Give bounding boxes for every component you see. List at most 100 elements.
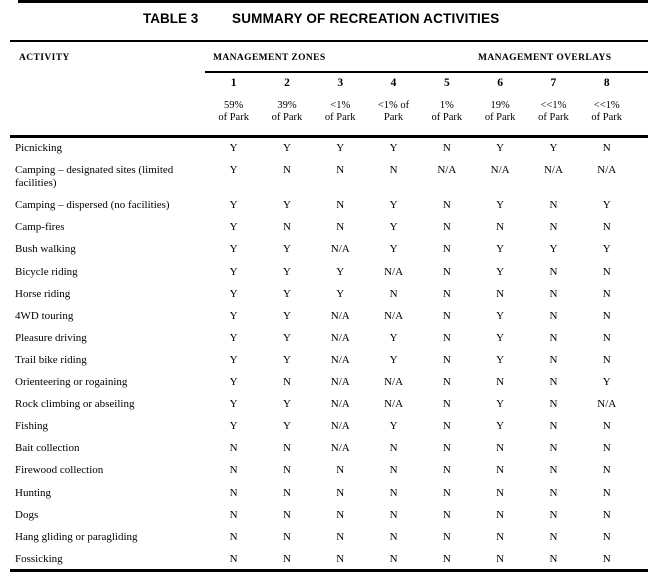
value-cell: Y	[496, 142, 505, 154]
activity-label: Rock climbing or abseiling	[15, 398, 135, 411]
zone-percent-line: 19%	[490, 100, 510, 111]
value-cell: N	[442, 353, 451, 366]
value-cell: Y	[229, 221, 238, 234]
table-row: Camping – designated sites (limited faci…	[0, 160, 648, 195]
activity-label: Trail bike riding	[15, 353, 87, 366]
activity-label: Firewood collection	[15, 464, 104, 477]
value-cell: N	[442, 221, 451, 234]
activity-label: Hunting	[15, 486, 52, 499]
zone-percent: 19% of Park	[473, 100, 526, 123]
value-cell: N	[549, 309, 558, 322]
filler-cell	[633, 483, 648, 505]
value-cell: N	[442, 309, 451, 322]
zone-percent: <<1% of Park	[527, 100, 580, 123]
value-cell: Y	[549, 243, 558, 256]
value-cell: N	[442, 265, 451, 278]
value-cell: N	[442, 486, 451, 499]
value-cell: N	[496, 486, 505, 499]
filler-cell	[633, 438, 648, 460]
value-cell: N	[496, 464, 505, 477]
value-cell: N	[442, 552, 451, 565]
value-cell: Y	[229, 265, 238, 278]
value-cell: Y	[229, 331, 238, 344]
value-cell: Y	[229, 398, 238, 411]
value-cell: N	[496, 287, 505, 300]
value-cell: N	[229, 442, 238, 455]
value-cell: N	[442, 142, 451, 154]
column-headers: 1 59% of Park 2 39% of Park 3 <1% of Park 4 <1% of…	[207, 77, 633, 123]
zone-percent-line: Park	[383, 111, 404, 123]
value-cell: N	[336, 221, 345, 234]
value-cell: N	[549, 331, 558, 344]
activity-label: Picnicking	[15, 142, 63, 154]
value-cell: Y	[229, 287, 238, 300]
zone-percent-line: 1%	[439, 100, 454, 111]
value-cell: N/A	[437, 164, 457, 177]
value-cell: Y	[389, 142, 398, 154]
value-cell: N	[336, 530, 345, 543]
value-cell: N	[442, 331, 451, 344]
value-cell: N	[602, 142, 611, 154]
zone-percent-line: <<1%	[540, 100, 567, 111]
filler-cell	[633, 505, 648, 527]
activity-label: Fishing	[15, 420, 49, 433]
zone-number: 2	[284, 77, 290, 89]
filler-cell	[633, 195, 648, 217]
filler-cell	[633, 416, 648, 438]
value-cell: N	[602, 265, 611, 278]
value-cell: Y	[229, 164, 238, 177]
zone-column-header: 4 <1% of Park	[367, 77, 420, 123]
table-row: Horse riding Y Y Y N N N N N	[0, 284, 648, 306]
value-cell: N/A	[330, 420, 350, 433]
filler-cell	[633, 549, 648, 571]
value-cell: N	[496, 530, 505, 543]
value-cell: Y	[389, 331, 398, 344]
value-cell: Y	[602, 376, 611, 389]
value-cell: N	[282, 376, 291, 389]
value-cell: N/A	[330, 398, 350, 411]
value-cell: N	[602, 420, 611, 433]
filler-cell	[633, 394, 648, 416]
value-cell: N/A	[597, 398, 617, 411]
value-cell: N	[442, 508, 451, 521]
value-cell: N	[496, 376, 505, 389]
zone-column-header: 1 59% of Park	[207, 77, 260, 123]
filler-cell	[633, 460, 648, 482]
zone-column-header: 7 <<1% of Park	[527, 77, 580, 123]
filler-cell	[633, 284, 648, 306]
table-title: TABLE 3 SUMMARY OF RECREATION ACTIVITIES	[0, 11, 648, 29]
value-cell: Y	[282, 353, 291, 366]
zone-number: 4	[390, 77, 397, 89]
value-cell: N	[282, 552, 291, 565]
value-cell: N/A	[330, 442, 350, 455]
table-number-label: TABLE 3	[143, 11, 199, 26]
value-cell: N/A	[543, 164, 563, 177]
value-cell: N	[282, 442, 291, 455]
zone-percent-line: of Park	[431, 111, 463, 123]
value-cell: N	[389, 508, 398, 521]
value-cell: Y	[229, 199, 238, 212]
zone-percent-line: 39%	[277, 100, 297, 111]
activity-label: Fossicking	[15, 552, 63, 565]
value-cell: N	[282, 486, 291, 499]
filler-cell	[633, 372, 648, 394]
value-cell: N	[442, 376, 451, 389]
table-row: Trail bike riding Y Y N/A Y N Y N N	[0, 350, 648, 372]
activity-label: Dogs	[15, 508, 39, 521]
value-cell: N	[389, 552, 398, 565]
value-cell: N	[496, 442, 505, 455]
value-cell: N	[602, 221, 611, 234]
value-cell: N/A	[384, 265, 404, 278]
value-cell: N	[229, 530, 238, 543]
recreation-activities-table: Picnicking Y Y Y Y N Y Y N Camping – designated s…	[0, 138, 648, 571]
value-cell: Y	[282, 398, 291, 411]
zone-percent-line: of Park	[591, 111, 623, 123]
value-cell: N	[282, 464, 291, 477]
value-cell: Y	[496, 331, 505, 344]
value-cell: Y	[496, 199, 505, 212]
value-cell: Y	[282, 199, 291, 212]
activity-label: Camping – dispersed (no facilities)	[15, 199, 170, 212]
value-cell: N	[549, 486, 558, 499]
value-cell: N	[549, 376, 558, 389]
table-row: Orienteering or rogaining Y N N/A N/A N N N Y	[0, 372, 648, 394]
